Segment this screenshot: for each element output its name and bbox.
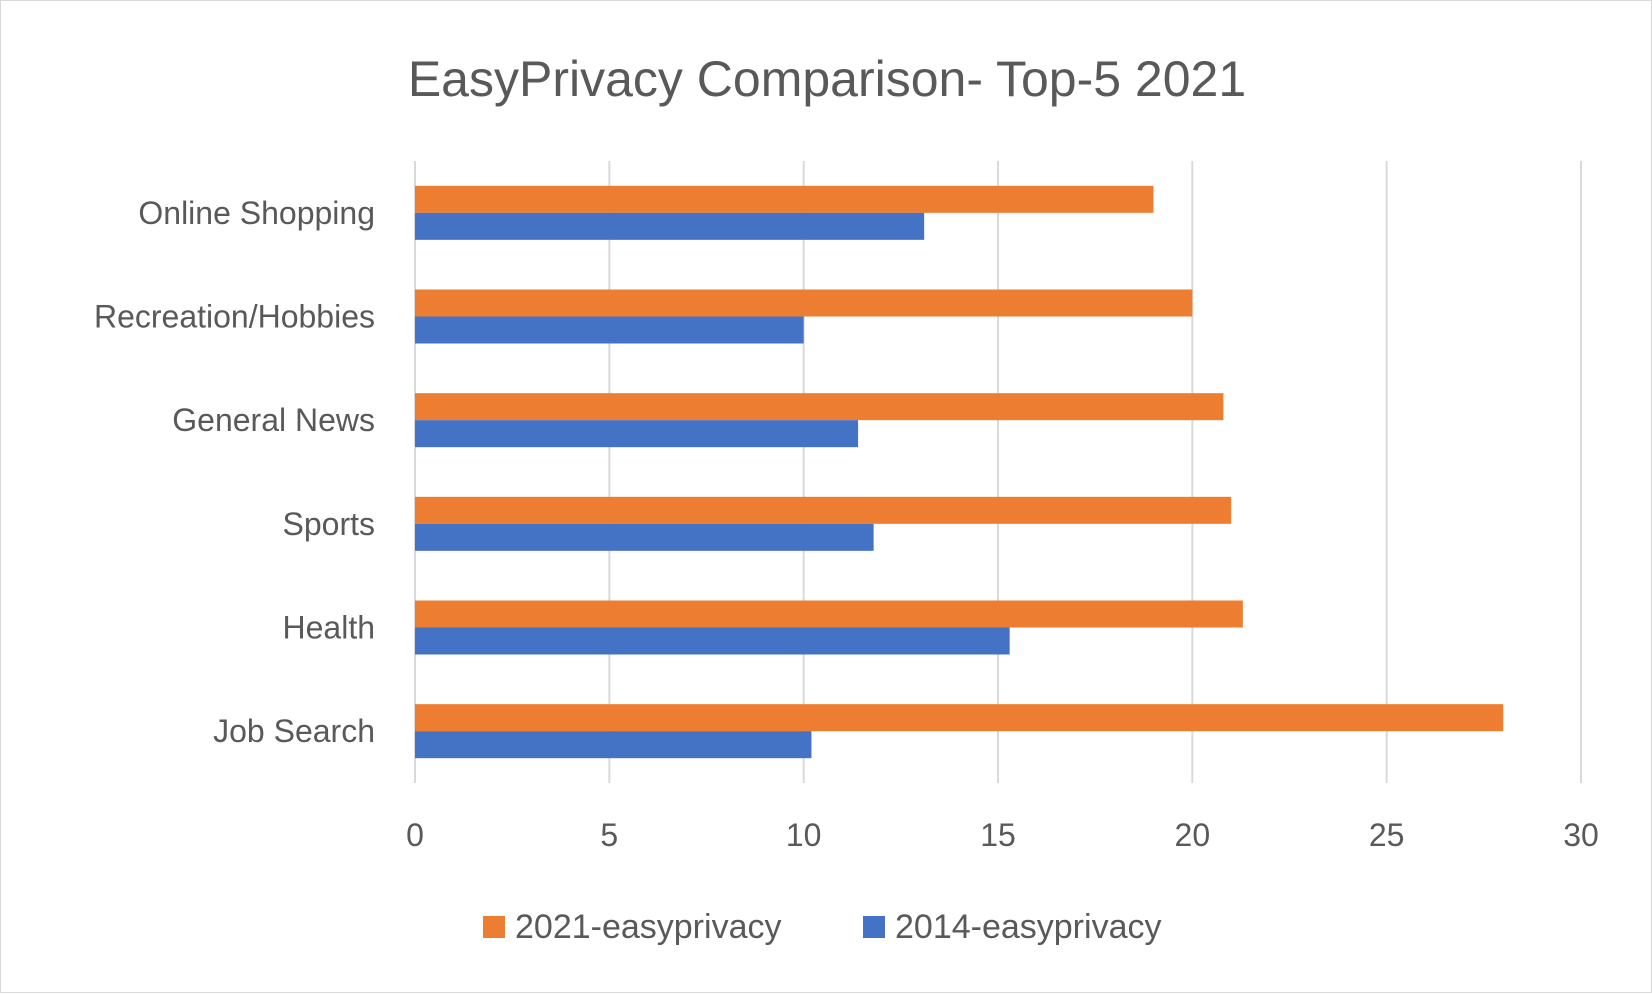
category-label: Sports [283, 506, 375, 542]
bar-2021-easyprivacy-0 [415, 185, 1154, 213]
bar-2014-easyprivacy-3 [415, 523, 874, 551]
category-labels: Online Shopping Recreation/Hobbies General… [94, 195, 375, 749]
category-label: Job Search [213, 713, 375, 749]
legend-swatch-2021-easyprivacy [483, 916, 505, 938]
x-tick-label: 25 [1369, 817, 1405, 853]
bar-2021-easyprivacy-4 [415, 600, 1243, 628]
bar-2014-easyprivacy-1 [415, 316, 804, 344]
gridlines [414, 161, 1582, 783]
bar-2014-easyprivacy-2 [415, 420, 859, 448]
legend-label: 2021-easyprivacy [515, 908, 781, 946]
category-label: Online Shopping [138, 195, 375, 231]
category-label: Health [283, 610, 376, 646]
chart-title: EasyPrivacy Comparison- Top-5 2021 [408, 51, 1246, 107]
x-tick-label: 15 [980, 817, 1016, 853]
legend: 2021-easyprivacy 2014-easyprivacy [483, 908, 1161, 946]
bar-2014-easyprivacy-4 [415, 627, 1010, 655]
x-tick-label: 20 [1175, 817, 1211, 853]
legend-label: 2014-easyprivacy [895, 908, 1161, 946]
x-tick-label: 30 [1563, 817, 1599, 853]
legend-swatch-2014-easyprivacy [863, 916, 885, 938]
bar-2021-easyprivacy-5 [415, 704, 1504, 732]
x-tick-label: 10 [786, 817, 822, 853]
bar-2021-easyprivacy-3 [415, 496, 1232, 524]
x-tick-label: 5 [600, 817, 618, 853]
category-label: General News [172, 402, 375, 438]
x-tick-label: 0 [406, 817, 424, 853]
bar-2014-easyprivacy-0 [415, 212, 925, 240]
bar-2014-easyprivacy-5 [415, 731, 812, 759]
bars [415, 185, 1504, 759]
bar-2021-easyprivacy-1 [415, 289, 1193, 317]
bar-2021-easyprivacy-2 [415, 393, 1224, 421]
tick-labels: 0 5 10 15 20 25 30 [406, 817, 1599, 853]
category-label: Recreation/Hobbies [94, 299, 375, 335]
